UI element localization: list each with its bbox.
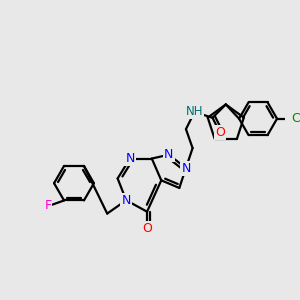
Text: N: N xyxy=(122,194,131,207)
Text: N: N xyxy=(164,148,174,161)
Text: NH: NH xyxy=(186,105,203,118)
Text: N: N xyxy=(181,161,190,175)
Text: F: F xyxy=(44,199,52,212)
Text: N: N xyxy=(125,152,135,165)
Text: O: O xyxy=(215,126,225,140)
Text: Cl: Cl xyxy=(291,112,300,125)
Text: O: O xyxy=(142,222,152,235)
